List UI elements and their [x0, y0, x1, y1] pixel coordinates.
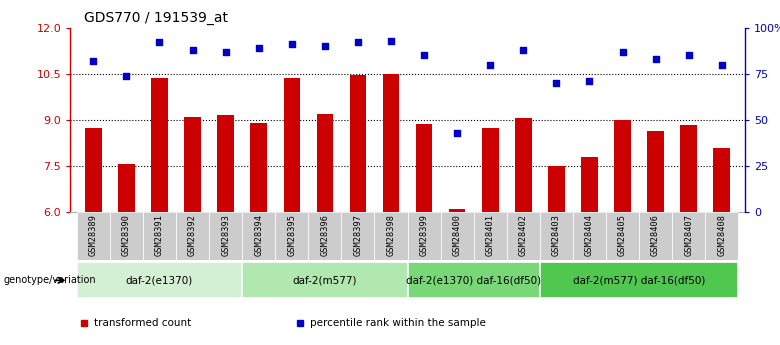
- Text: GSM28406: GSM28406: [651, 214, 660, 256]
- Text: GSM28395: GSM28395: [287, 214, 296, 256]
- Text: GSM28407: GSM28407: [684, 214, 693, 256]
- Text: transformed count: transformed count: [94, 318, 191, 327]
- Bar: [349, 75, 366, 212]
- Text: percentile rank within the sample: percentile rank within the sample: [310, 318, 486, 327]
- Text: GSM28393: GSM28393: [222, 214, 230, 256]
- Bar: [76, 263, 242, 298]
- Bar: [672, 212, 705, 260]
- Bar: [110, 212, 143, 260]
- Text: GSM28403: GSM28403: [552, 214, 561, 256]
- Point: [682, 52, 695, 58]
- Text: GSM28389: GSM28389: [89, 214, 98, 256]
- Point: [451, 130, 463, 136]
- Text: GSM28402: GSM28402: [519, 214, 528, 256]
- Bar: [342, 212, 374, 260]
- Text: GSM28394: GSM28394: [254, 214, 263, 256]
- Bar: [581, 157, 597, 212]
- Bar: [250, 123, 267, 212]
- Text: GSM28401: GSM28401: [486, 214, 495, 256]
- Point: [616, 49, 629, 55]
- Point: [87, 58, 100, 63]
- Bar: [218, 115, 234, 212]
- Bar: [408, 212, 441, 260]
- Bar: [85, 128, 101, 212]
- Text: genotype/variation: genotype/variation: [4, 275, 97, 285]
- Text: GSM28390: GSM28390: [122, 214, 131, 256]
- Bar: [374, 212, 408, 260]
- Bar: [151, 78, 168, 212]
- Bar: [573, 212, 606, 260]
- Point: [517, 47, 530, 52]
- Text: GSM28397: GSM28397: [353, 214, 363, 256]
- Bar: [408, 263, 540, 298]
- Bar: [548, 166, 565, 212]
- Bar: [507, 212, 540, 260]
- Bar: [275, 212, 308, 260]
- Bar: [308, 212, 342, 260]
- Bar: [416, 124, 432, 212]
- Bar: [606, 212, 639, 260]
- Bar: [639, 212, 672, 260]
- Bar: [242, 263, 407, 298]
- Point: [153, 40, 165, 45]
- Bar: [680, 125, 697, 212]
- Text: GSM28398: GSM28398: [387, 214, 395, 256]
- Bar: [449, 209, 466, 212]
- Text: GSM28405: GSM28405: [618, 214, 627, 256]
- Text: daf-2(e1370): daf-2(e1370): [126, 275, 193, 285]
- Text: daf-2(m577) daf-16(df50): daf-2(m577) daf-16(df50): [573, 275, 705, 285]
- Bar: [482, 128, 498, 212]
- Point: [418, 52, 431, 58]
- Bar: [714, 148, 730, 212]
- Bar: [383, 74, 399, 212]
- Bar: [176, 212, 209, 260]
- Point: [550, 80, 562, 86]
- Text: GSM28400: GSM28400: [452, 214, 462, 256]
- Point: [285, 41, 298, 47]
- Text: GSM28396: GSM28396: [321, 214, 329, 256]
- Bar: [184, 117, 200, 212]
- Point: [385, 38, 397, 43]
- Bar: [143, 212, 176, 260]
- Point: [352, 40, 364, 45]
- Point: [650, 56, 662, 62]
- Bar: [242, 212, 275, 260]
- Text: GSM28391: GSM28391: [155, 214, 164, 256]
- Bar: [540, 263, 739, 298]
- Bar: [441, 212, 473, 260]
- Bar: [76, 212, 110, 260]
- Text: GSM28408: GSM28408: [718, 214, 726, 256]
- Point: [253, 45, 265, 51]
- Bar: [647, 131, 664, 212]
- Text: GDS770 / 191539_at: GDS770 / 191539_at: [83, 11, 228, 25]
- Bar: [209, 212, 242, 260]
- Point: [120, 73, 133, 78]
- Bar: [705, 212, 739, 260]
- Text: daf-2(e1370) daf-16(df50): daf-2(e1370) daf-16(df50): [406, 275, 541, 285]
- Point: [583, 78, 596, 84]
- Bar: [515, 118, 532, 212]
- Point: [484, 62, 497, 67]
- Point: [318, 43, 331, 49]
- Text: GSM28392: GSM28392: [188, 214, 197, 256]
- Bar: [317, 114, 333, 212]
- Text: GSM28399: GSM28399: [420, 214, 428, 256]
- Point: [186, 47, 199, 52]
- Bar: [615, 120, 631, 212]
- Bar: [118, 165, 135, 212]
- Bar: [473, 212, 507, 260]
- Text: GSM28404: GSM28404: [585, 214, 594, 256]
- Text: daf-2(m577): daf-2(m577): [292, 275, 357, 285]
- Point: [219, 49, 232, 55]
- Bar: [540, 212, 573, 260]
- Bar: [283, 78, 300, 212]
- Point: [715, 62, 728, 67]
